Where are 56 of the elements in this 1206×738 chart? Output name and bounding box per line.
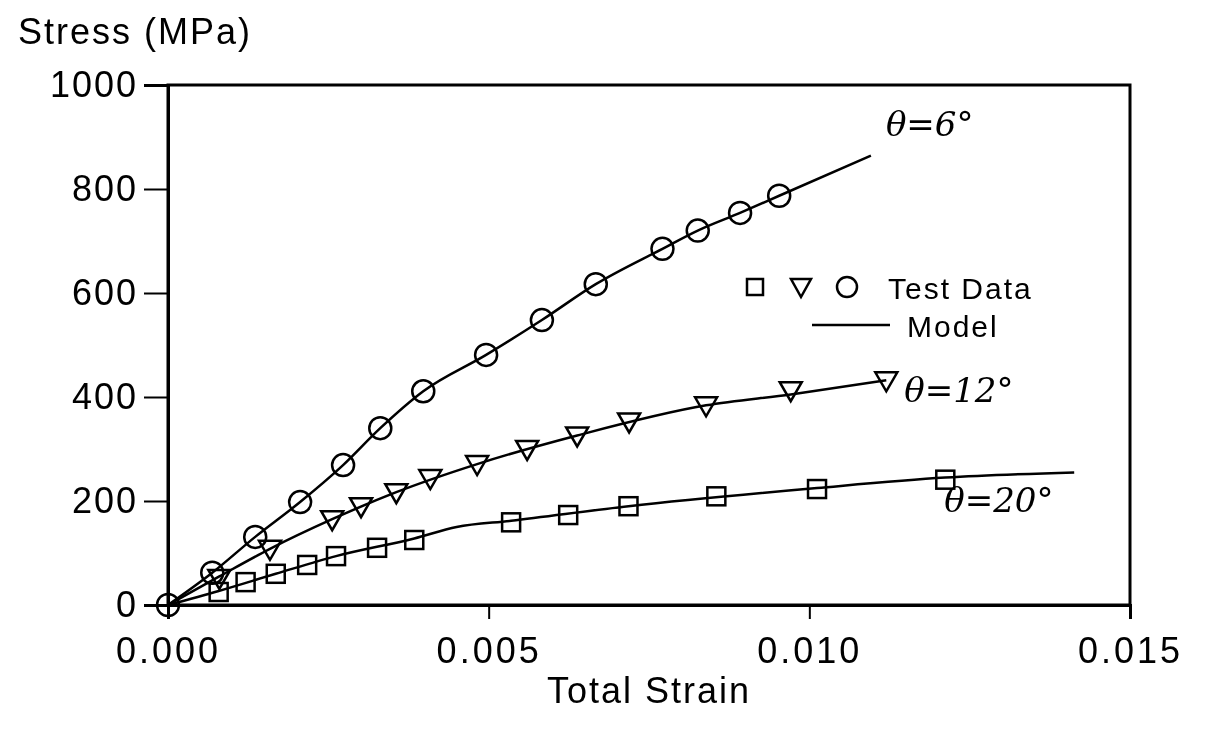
point: [514, 439, 540, 462]
point: [207, 568, 232, 591]
point: [693, 396, 719, 418]
point: [564, 426, 590, 448]
series-label: θ=12°: [904, 370, 1014, 411]
point: [348, 496, 374, 519]
point: [618, 495, 639, 517]
point: [200, 560, 225, 586]
point: [366, 537, 388, 559]
point: [616, 412, 642, 434]
y-axis-title: Stress (MPa): [18, 11, 253, 52]
point: [235, 571, 256, 593]
point: [529, 307, 555, 333]
point: [650, 236, 675, 262]
x-axis-title: Total Strain: [546, 670, 752, 711]
point: [418, 468, 443, 491]
series-label: θ=20°: [944, 480, 1054, 521]
point: [319, 509, 345, 532]
y-tick-label: 200: [71, 480, 138, 522]
point: [557, 504, 579, 526]
point: [685, 218, 710, 243]
y-tick-label: 1000: [49, 64, 138, 106]
point: [265, 563, 286, 585]
x-tick-label: 0.000: [115, 629, 222, 671]
point: [583, 271, 609, 297]
annotation: Model: [907, 310, 999, 343]
y-tick-label: 400: [71, 376, 138, 418]
point: [384, 482, 409, 505]
point: [874, 371, 899, 393]
point: [473, 342, 499, 368]
x-tick-label: 0.005: [436, 629, 542, 671]
series-label: θ=6°: [885, 103, 974, 144]
point: [778, 380, 803, 403]
point: [464, 454, 490, 477]
point: [411, 379, 436, 404]
y-tick-label: 0: [115, 584, 138, 626]
point: [287, 489, 313, 515]
y-tick-label: 600: [71, 272, 138, 314]
point: [706, 486, 727, 507]
point: [500, 512, 522, 533]
point: [368, 415, 393, 441]
x-tick-label: 0.015: [1077, 629, 1184, 671]
y-tick-label: 800: [71, 168, 138, 210]
point: [242, 524, 268, 550]
point: [727, 200, 753, 226]
annotation: Test Data: [888, 272, 1033, 305]
x-tick-label: 0.010: [757, 629, 863, 671]
point: [325, 545, 347, 567]
point: [330, 452, 356, 478]
point: [155, 592, 181, 618]
point: [296, 554, 318, 576]
point: [257, 539, 283, 562]
point: [208, 581, 229, 603]
point: [766, 183, 792, 209]
point: [404, 529, 425, 551]
point: [806, 478, 828, 500]
